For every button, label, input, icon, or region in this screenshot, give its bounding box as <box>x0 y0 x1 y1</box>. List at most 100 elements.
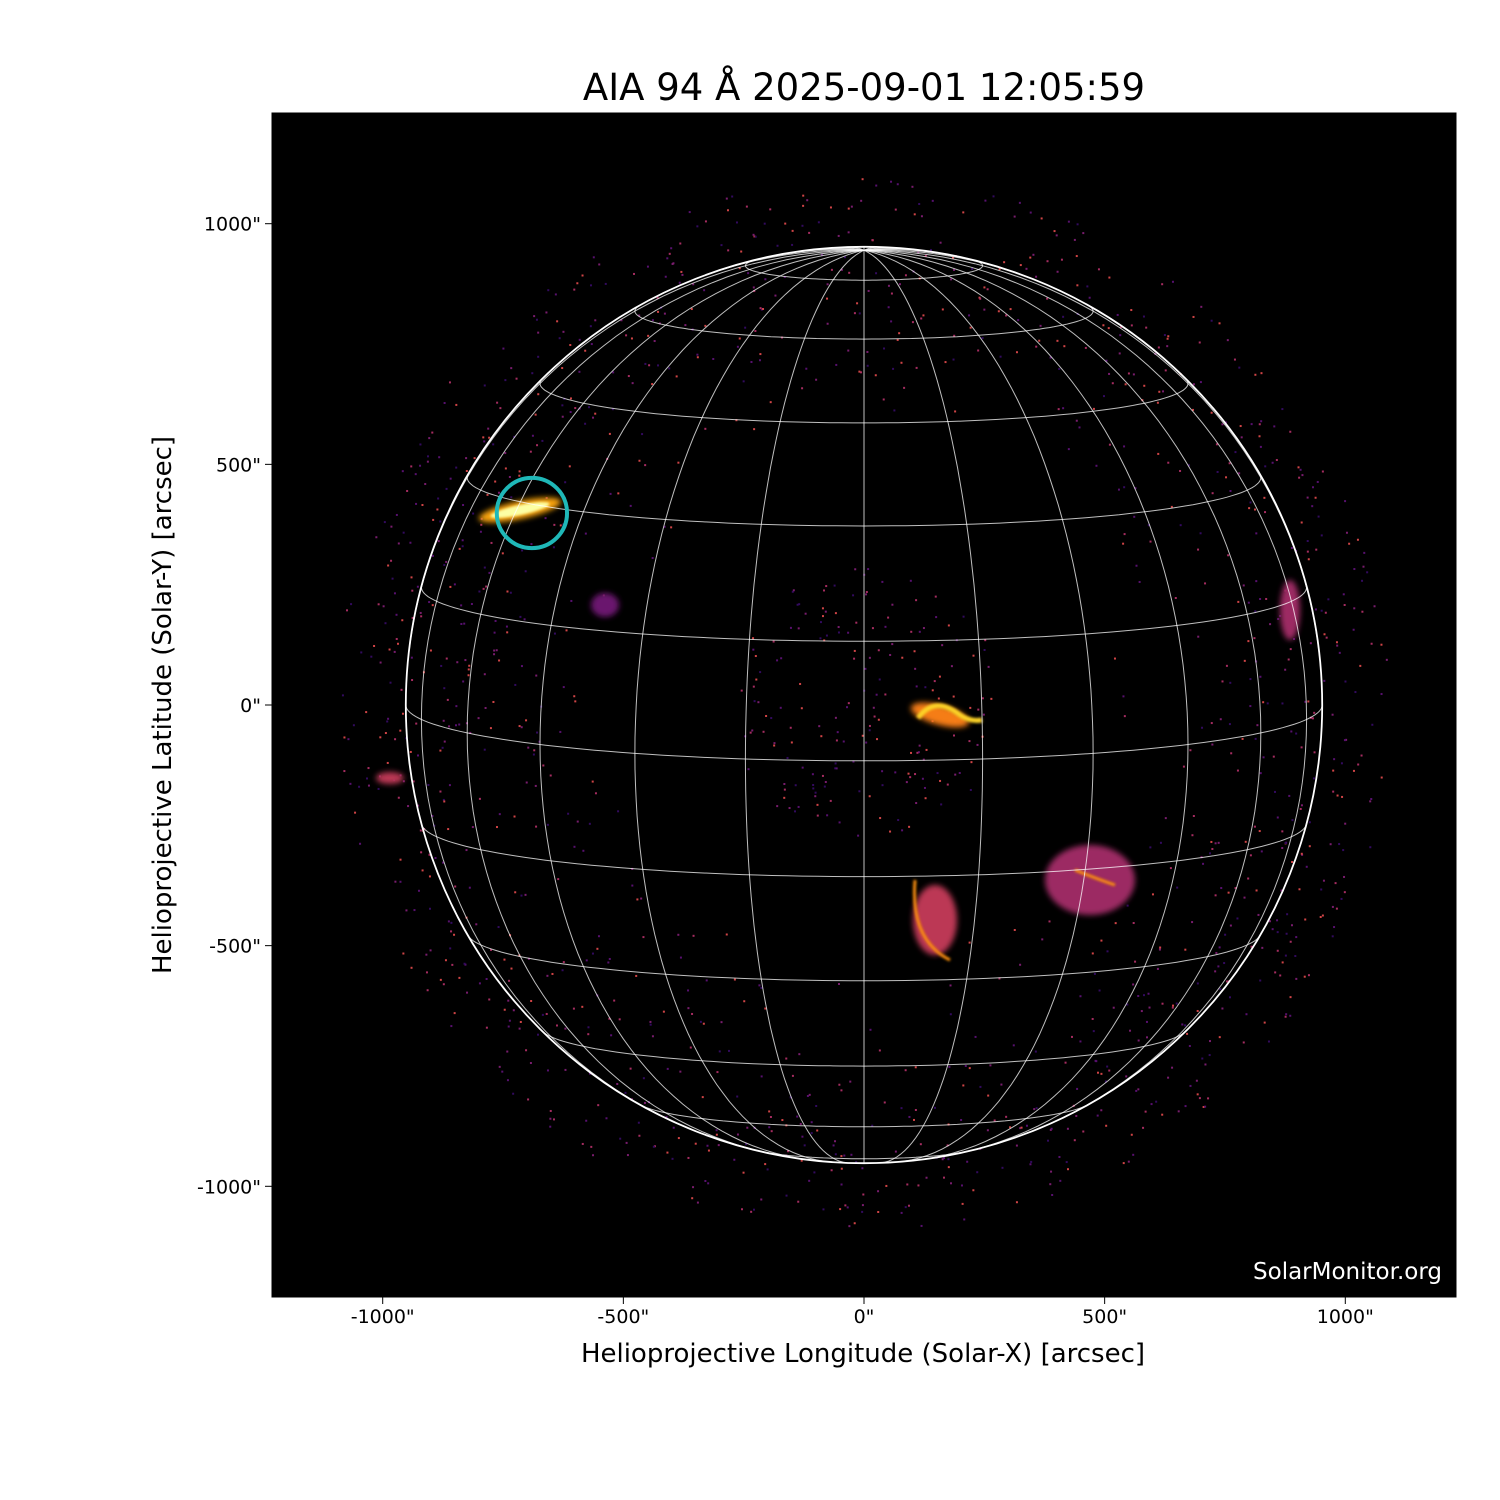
emission-speckle <box>1308 821 1311 824</box>
emission-speckle <box>506 1050 509 1053</box>
emission-speckle <box>1208 1054 1211 1057</box>
emission-speckle <box>538 740 541 743</box>
emission-speckle <box>776 805 779 808</box>
emission-speckle <box>1067 220 1070 223</box>
emission-speckle <box>546 823 549 826</box>
emission-speckle <box>1335 641 1338 644</box>
emission-speckle <box>383 521 386 524</box>
emission-speckle <box>631 382 634 385</box>
emission-speckle <box>1119 334 1122 337</box>
emission-speckle <box>776 244 779 247</box>
emission-speckle <box>1236 769 1239 772</box>
emission-speckle <box>917 1184 920 1187</box>
emission-speckle <box>373 644 376 647</box>
emission-speckle <box>508 979 511 982</box>
emission-speckle <box>1059 1179 1062 1182</box>
longitude-line <box>466 249 865 1154</box>
emission-speckle <box>629 504 632 507</box>
emission-speckle <box>1342 593 1345 596</box>
emission-speckle <box>1049 1128 1052 1131</box>
emission-speckle <box>553 1118 556 1121</box>
emission-speckle <box>585 1119 588 1122</box>
emission-speckle <box>608 957 611 960</box>
emission-speckle <box>891 603 894 606</box>
emission-speckle <box>1129 1029 1132 1032</box>
emission-speckle <box>1298 476 1301 479</box>
emission-speckle <box>794 810 797 813</box>
emission-speckle <box>653 1145 656 1148</box>
x-tick-label: -1000" <box>351 1306 415 1328</box>
emission-speckle <box>1250 945 1253 948</box>
emission-speckle <box>450 1025 453 1028</box>
solar-limb <box>404 245 1324 1165</box>
emission-speckle <box>1286 913 1289 916</box>
emission-speckle <box>1095 464 1098 467</box>
emission-speckle <box>1095 1060 1098 1063</box>
emission-speckle <box>983 308 986 311</box>
emission-speckle <box>665 1116 668 1119</box>
emission-speckle <box>399 858 402 861</box>
emission-speckle <box>1170 505 1173 508</box>
emission-speckle <box>626 1154 629 1157</box>
emission-speckle <box>1227 554 1230 557</box>
emission-speckle <box>1098 989 1101 992</box>
emission-speckle <box>1307 700 1310 703</box>
emission-speckle <box>1217 965 1220 968</box>
emission-speckle <box>770 717 773 720</box>
emission-speckle <box>1062 315 1065 318</box>
y-tick-label: -500" <box>209 936 261 958</box>
emission-speckle <box>1218 946 1221 949</box>
emission-speckle <box>535 318 538 321</box>
emission-speckle <box>1237 600 1240 603</box>
emission-speckle <box>1076 284 1079 287</box>
emission-speckle <box>820 735 823 738</box>
emission-speckle <box>570 599 573 602</box>
emission-speckle <box>986 1129 989 1132</box>
emission-speckle <box>874 374 877 377</box>
emission-speckle <box>1135 1089 1138 1092</box>
emission-speckle <box>646 265 649 268</box>
emission-speckle <box>789 626 792 629</box>
emission-speckle <box>1174 597 1177 600</box>
emission-speckle <box>1239 425 1242 428</box>
emission-speckle <box>510 496 513 499</box>
emission-speckle <box>1092 1030 1095 1033</box>
emission-speckle <box>968 314 971 317</box>
emission-speckle <box>1189 749 1192 752</box>
emission-speckle <box>1202 1105 1205 1108</box>
emission-speckle <box>1073 238 1076 241</box>
emission-speckle <box>689 1046 692 1049</box>
emission-speckle <box>950 665 953 668</box>
x-tick-label: 0" <box>854 1306 875 1328</box>
emission-speckle <box>1257 913 1260 916</box>
emission-speckle <box>536 1033 539 1036</box>
emission-speckle <box>1284 954 1287 957</box>
emission-speckle <box>463 962 466 965</box>
emission-speckle <box>644 464 647 467</box>
emission-speckle <box>666 1151 669 1154</box>
emission-speckle <box>712 357 715 360</box>
emission-speckle <box>736 345 739 348</box>
emission-speckle <box>1343 875 1346 878</box>
emission-speckle <box>447 828 450 831</box>
emission-speckle <box>1301 474 1304 477</box>
emission-speckle <box>1132 1153 1135 1156</box>
emission-speckle <box>733 1158 736 1161</box>
emission-speckle <box>492 443 495 446</box>
emission-speckle <box>1323 633 1326 636</box>
emission-speckle <box>1145 326 1148 329</box>
emission-speckle <box>1214 842 1217 845</box>
emission-speckle <box>897 819 900 822</box>
emission-speckle <box>768 1126 771 1129</box>
emission-speckle <box>792 589 795 592</box>
emission-speckle <box>1114 922 1117 925</box>
emission-speckle <box>966 1160 969 1163</box>
emission-speckle <box>747 272 750 275</box>
emission-speckle <box>829 206 832 209</box>
emission-speckle <box>1112 1006 1115 1009</box>
emission-speckle <box>768 1110 771 1113</box>
emission-speckle <box>968 1067 971 1070</box>
emission-speckle <box>883 347 886 350</box>
emission-speckle <box>485 585 488 588</box>
emission-speckle <box>878 678 881 681</box>
